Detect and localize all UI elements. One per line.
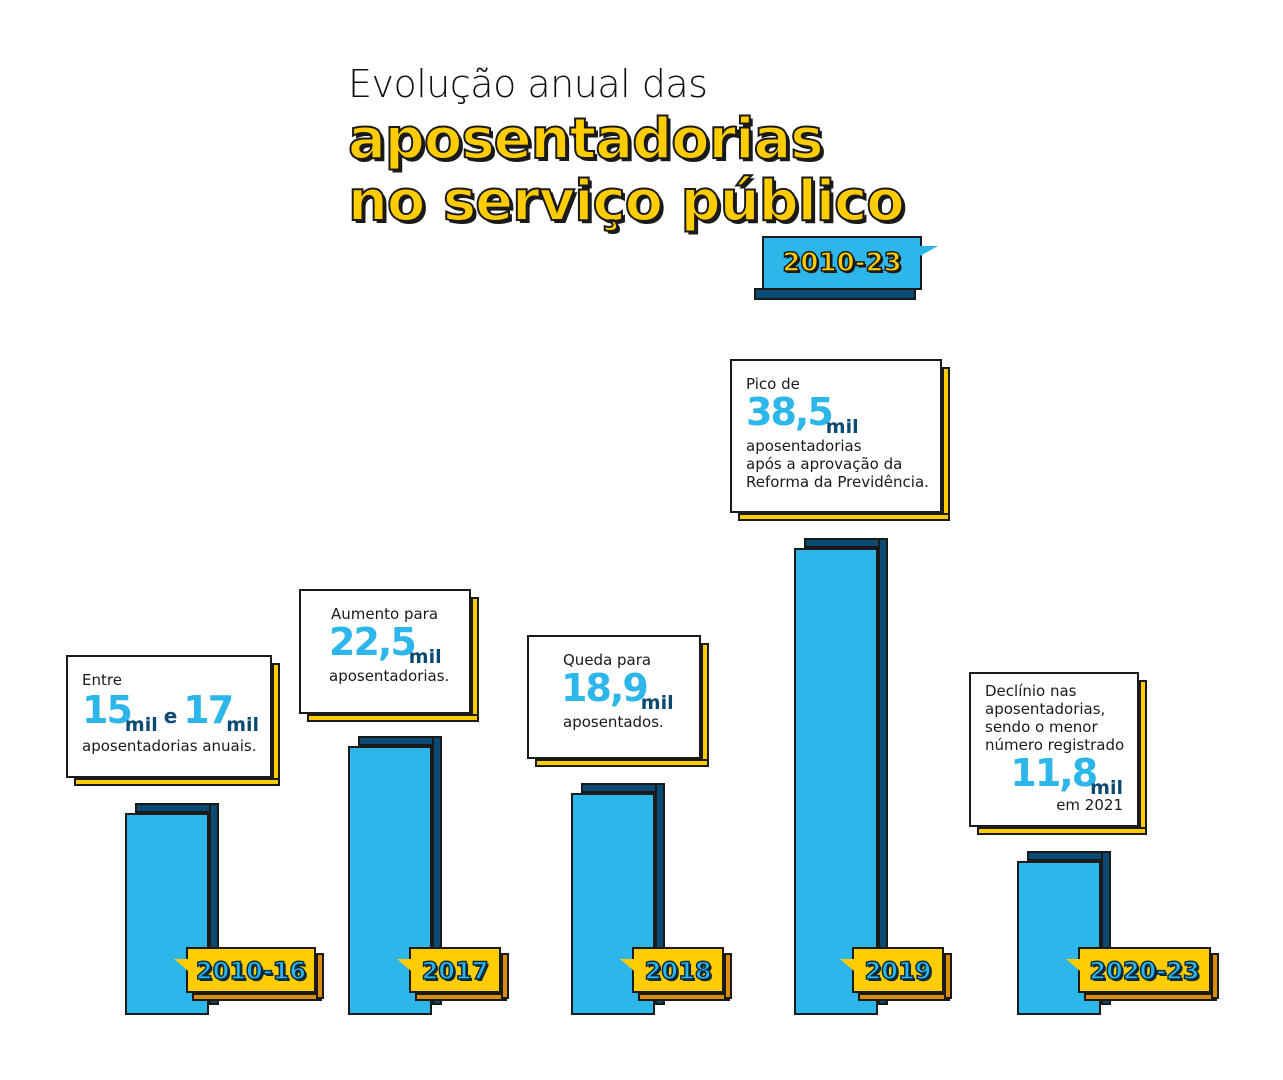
note-text: aposentados. <box>563 713 664 731</box>
note-shadow <box>701 643 709 767</box>
label-shadow <box>638 993 730 1001</box>
label-notch <box>1066 959 1080 971</box>
unit-mil: mil <box>408 646 442 668</box>
bar-top <box>358 736 442 746</box>
annotation-2018: Queda para 18,9mil aposentados. <box>527 635 709 767</box>
year-text: 2018 <box>644 956 712 986</box>
unit-mil: mil <box>640 692 674 714</box>
note-text-1: aposentadorias <box>746 437 862 455</box>
annotation-2019: Pico de 38,5mil aposentadorias após a ap… <box>730 359 950 521</box>
note-text-2: aposentadorias, <box>985 700 1106 718</box>
label-shadow <box>858 993 950 1001</box>
note-text-1: Declínio nas <box>985 682 1077 700</box>
note-shadow <box>1139 680 1147 835</box>
label-shadow <box>415 993 507 1001</box>
bar-front <box>794 548 878 1015</box>
bar-2019 <box>794 538 888 1015</box>
bar-top <box>1027 851 1111 861</box>
bar-side <box>878 538 888 1005</box>
year-label-2019: 2019 <box>840 947 952 1001</box>
note-shadow <box>738 513 950 521</box>
bar-top <box>135 803 219 813</box>
note-intro: Queda para <box>563 651 652 669</box>
year-label-2010-16: 2010-16 <box>174 947 324 1001</box>
value-11-8: 11,8 <box>1010 751 1098 795</box>
unit-mil: mil <box>124 714 158 736</box>
note-text: aposentadorias anuais. <box>82 737 257 755</box>
year-label-2018: 2018 <box>620 947 732 1001</box>
note-shadow <box>74 778 280 786</box>
note-text-2: após a aprovação da <box>746 455 903 473</box>
note-intro: Entre <box>82 671 122 689</box>
bar-top <box>804 538 888 548</box>
value-17: 17 <box>183 688 234 732</box>
label-shadow <box>724 953 732 999</box>
bar-side <box>1101 851 1111 1005</box>
bar-side <box>209 803 219 1005</box>
label-shadow <box>1084 993 1217 1001</box>
bar-top <box>581 783 665 793</box>
year-text: 2017 <box>421 956 489 986</box>
bar-front <box>1017 861 1101 1015</box>
note-shadow <box>942 367 950 521</box>
note-text-4: número registrado <box>985 736 1125 754</box>
chart-subtitle: Evolução anual das <box>348 62 708 106</box>
note-text-3: Reforma da Previdência. <box>746 473 929 491</box>
year-label-2020-23: 2020-23 <box>1066 947 1219 1001</box>
bar-2020-23 <box>1017 851 1111 1015</box>
note-text-3: sendo o menor <box>985 718 1098 736</box>
label-shadow <box>501 953 509 999</box>
year-text: 2020-23 <box>1089 956 1201 986</box>
note-intro: Aumento para <box>331 605 439 623</box>
label-notch <box>174 959 188 971</box>
period-tag-shadow <box>754 288 916 300</box>
annotation-2020-23: Declínio nas aposentadorias, sendo o men… <box>969 672 1147 835</box>
value-38-5: 38,5 <box>746 390 834 434</box>
label-notch <box>620 959 634 971</box>
period-tag-notch <box>920 246 938 256</box>
period-text: 2010-23 <box>782 247 903 279</box>
label-shadow <box>1211 953 1219 999</box>
label-notch <box>840 959 854 971</box>
chart-title-line-2: no serviço público <box>347 169 906 234</box>
label-shadow <box>316 953 324 999</box>
label-shadow <box>192 993 322 1001</box>
unit-mil: mil <box>1090 777 1123 799</box>
value-22-5: 22,5 <box>329 620 417 664</box>
note-text-5: em 2021 <box>1056 796 1123 814</box>
chart-title-line-1: aposentadorias <box>347 107 825 172</box>
bar-side <box>432 736 442 1005</box>
note-shadow <box>272 663 280 786</box>
period-tag: 2010-23 <box>754 236 938 300</box>
note-intro: Pico de <box>746 375 800 393</box>
annotation-2010-16: Entre 15mil e 17mil aposentadorias anuais. <box>66 655 280 786</box>
year-text: 2019 <box>864 956 932 986</box>
conjunction: e <box>163 704 178 728</box>
note-shadow <box>307 714 479 722</box>
note-shadow <box>471 597 479 722</box>
year-label-2017: 2017 <box>397 947 509 1001</box>
value-15: 15 <box>82 688 133 732</box>
unit-mil: mil <box>825 416 859 438</box>
year-text: 2010-16 <box>195 956 307 986</box>
value-18-9: 18,9 <box>561 666 649 710</box>
bar-side <box>655 783 665 1005</box>
unit-mil: mil <box>226 714 260 736</box>
note-shadow <box>977 827 1147 835</box>
label-notch <box>397 959 411 971</box>
note-text: aposentadorias. <box>329 667 450 685</box>
note-shadow <box>535 759 709 767</box>
annotation-2017: Aumento para 22,5mil aposentadorias. <box>299 589 479 722</box>
label-shadow <box>944 953 952 999</box>
